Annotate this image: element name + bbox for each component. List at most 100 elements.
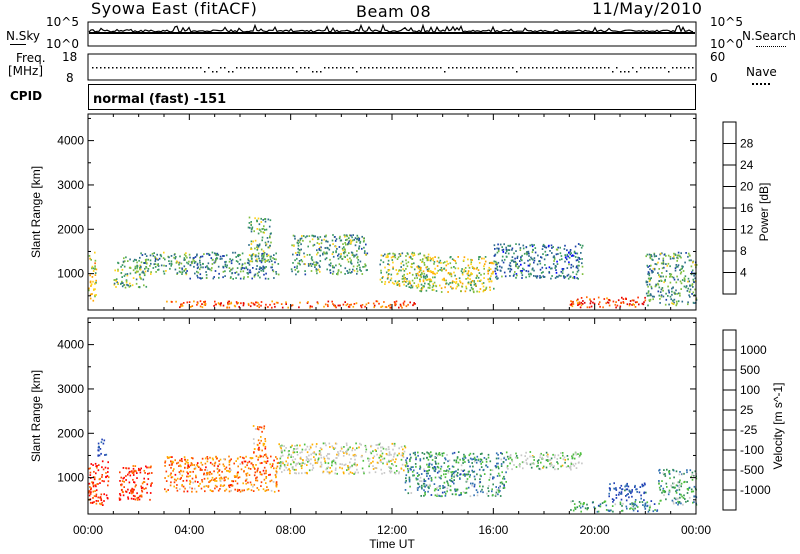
heatmap-cell bbox=[680, 252, 682, 255]
heatmap-cell bbox=[235, 277, 237, 279]
heatmap-cell bbox=[495, 457, 498, 460]
heatmap-cell bbox=[128, 266, 131, 269]
heatmap-cell bbox=[505, 471, 507, 474]
freq-dot bbox=[344, 67, 346, 69]
heatmap-cell bbox=[160, 264, 163, 267]
heatmap-cell bbox=[453, 479, 455, 481]
heatmap-cell bbox=[260, 217, 262, 220]
heatmap-cell bbox=[293, 266, 296, 269]
heatmap-cell bbox=[515, 466, 518, 468]
heatmap-cell bbox=[89, 293, 92, 296]
heatmap-cell bbox=[552, 246, 554, 248]
heatmap-cell bbox=[240, 302, 242, 305]
heatmap-cell bbox=[559, 457, 562, 459]
heatmap-cell bbox=[383, 301, 385, 303]
heatmap-cell bbox=[157, 259, 159, 261]
heatmap-cell bbox=[439, 259, 442, 262]
heatmap-cell bbox=[260, 301, 263, 303]
heatmap-cell bbox=[353, 255, 355, 258]
heatmap-cell bbox=[247, 262, 250, 265]
heatmap-cell bbox=[475, 284, 477, 287]
heatmap-cell bbox=[502, 251, 505, 253]
heatmap-cell bbox=[383, 457, 386, 460]
heatmap-cell bbox=[400, 445, 403, 448]
heatmap-cell bbox=[325, 444, 327, 447]
heatmap-cell bbox=[681, 300, 684, 303]
heatmap-cell bbox=[265, 303, 267, 306]
heatmap-cell bbox=[475, 277, 478, 279]
heatmap-cell bbox=[450, 480, 453, 482]
heatmap-cell bbox=[377, 447, 379, 450]
power-panel-bg bbox=[88, 114, 696, 310]
heatmap-cell bbox=[372, 465, 374, 467]
heatmap-cell bbox=[310, 257, 313, 260]
heatmap-cell bbox=[180, 458, 183, 460]
heatmap-cell bbox=[672, 486, 675, 489]
heatmap-cell bbox=[139, 268, 142, 271]
freq-dot bbox=[324, 67, 326, 69]
heatmap-cell bbox=[672, 276, 675, 279]
heatmap-cell bbox=[398, 270, 400, 272]
heatmap-cell bbox=[217, 465, 219, 468]
heatmap-cell bbox=[684, 261, 686, 264]
heatmap-cell bbox=[514, 271, 516, 273]
heatmap-cell bbox=[397, 256, 400, 259]
heatmap-cell bbox=[341, 247, 344, 250]
heatmap-cell bbox=[158, 257, 161, 260]
heatmap-cell bbox=[672, 257, 674, 260]
heatmap-cell bbox=[385, 256, 387, 259]
heatmap-cell bbox=[332, 273, 334, 275]
heatmap-cell bbox=[618, 493, 620, 496]
heatmap-cell bbox=[341, 258, 344, 260]
heatmap-cell bbox=[521, 254, 523, 257]
heatmap-cell bbox=[140, 467, 142, 470]
heatmap-cell bbox=[459, 493, 462, 496]
heatmap-cell bbox=[136, 267, 138, 270]
heatmap-cell bbox=[403, 269, 406, 272]
heatmap-cell bbox=[474, 458, 476, 461]
heatmap-cell bbox=[343, 446, 345, 448]
heatmap-cell bbox=[630, 507, 632, 510]
heatmap-cell bbox=[677, 497, 680, 500]
heatmap-cell bbox=[388, 304, 390, 307]
heatmap-cell bbox=[203, 253, 205, 255]
heatmap-cell bbox=[496, 475, 499, 477]
heatmap-cell bbox=[265, 453, 267, 456]
heatmap-cell bbox=[380, 254, 383, 257]
heatmap-cell bbox=[479, 478, 481, 481]
heatmap-cell bbox=[202, 262, 204, 265]
heatmap-cell bbox=[234, 480, 237, 482]
heatmap-cell bbox=[634, 306, 637, 308]
heatmap-cell bbox=[599, 503, 602, 506]
heatmap-cell bbox=[240, 266, 243, 269]
heatmap-cell bbox=[107, 461, 109, 464]
heatmap-cell bbox=[545, 466, 548, 469]
heatmap-cell bbox=[194, 272, 196, 275]
heatmap-cell bbox=[243, 267, 246, 270]
heatmap-cell bbox=[414, 453, 416, 456]
heatmap-cell bbox=[513, 252, 515, 255]
heatmap-cell bbox=[259, 471, 261, 474]
heatmap-cell bbox=[123, 275, 126, 277]
heatmap-cell bbox=[189, 277, 191, 280]
heatmap-cell bbox=[495, 276, 497, 279]
heatmap-cell bbox=[627, 485, 630, 488]
heatmap-cell bbox=[157, 263, 159, 265]
heatmap-cell bbox=[312, 467, 315, 469]
heatmap-cell bbox=[467, 272, 470, 274]
heatmap-cell bbox=[472, 452, 475, 455]
heatmap-cell bbox=[292, 253, 294, 256]
noise-trace bbox=[88, 23, 695, 34]
heatmap-cell bbox=[423, 485, 425, 487]
heatmap-cell bbox=[122, 467, 125, 469]
heatmap-cell bbox=[129, 272, 132, 275]
heatmap-cell bbox=[209, 456, 211, 459]
heatmap-cell bbox=[263, 252, 266, 255]
heatmap-cell bbox=[100, 503, 102, 506]
heatmap-cell bbox=[489, 278, 492, 281]
heatmap-cell bbox=[194, 480, 197, 483]
heatmap-cell bbox=[404, 481, 407, 484]
heatmap-cell bbox=[409, 453, 411, 456]
heatmap-cell bbox=[213, 305, 215, 307]
freq-dot bbox=[388, 67, 390, 69]
